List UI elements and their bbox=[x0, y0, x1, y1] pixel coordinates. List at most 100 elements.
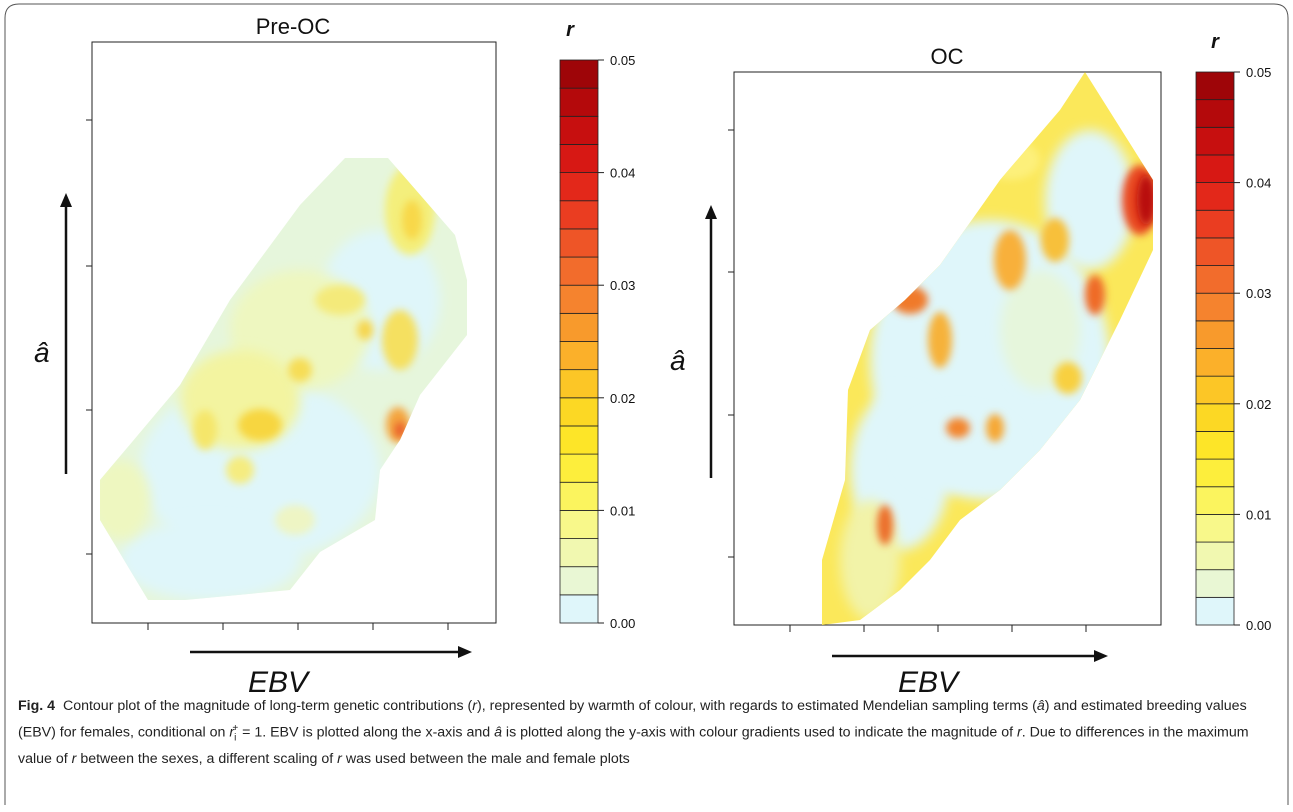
oc-colorbar-swatch bbox=[1195, 265, 1235, 294]
caption-text-2: ), represented by warmth of colour, with… bbox=[477, 698, 1037, 714]
oc-colorbar-swatch bbox=[1195, 569, 1235, 598]
oc-colorbar-swatch bbox=[1195, 431, 1235, 460]
pre-oc-colorbar-swatch bbox=[559, 425, 599, 455]
oc-colorbar bbox=[1195, 71, 1235, 626]
oc-colorbar-swatch bbox=[1195, 541, 1235, 571]
caption-label: Fig. 4 bbox=[18, 698, 56, 714]
oc-colorbar-swatch bbox=[1195, 99, 1235, 128]
pre-oc-colorbar-swatch bbox=[559, 144, 599, 173]
pre-oc-colorbar-label: r bbox=[566, 19, 575, 41]
figure-border bbox=[4, 3, 1289, 805]
caption-text-6: . Due to differences in the maximum valu… bbox=[18, 724, 1249, 767]
oc-colorbar-tick-label: 0.01 bbox=[1246, 507, 1271, 522]
pre-oc-colorbar-tick-label: 0.01 bbox=[610, 503, 635, 518]
pre-oc-colorbar-swatch bbox=[559, 538, 599, 568]
caption-a-hat-2: â bbox=[494, 724, 502, 741]
oc-colorbar-swatch bbox=[1195, 375, 1235, 405]
oc-y-axis-arrow bbox=[705, 205, 717, 478]
pre-oc-colorbar-swatch bbox=[559, 481, 599, 511]
oc-x-label: EBV bbox=[898, 666, 961, 699]
oc-contour-surface bbox=[822, 72, 1153, 625]
pre-oc-y-label: â bbox=[34, 337, 50, 368]
caption-text-7: between the sexes, a different scaling o… bbox=[76, 750, 338, 767]
oc-colorbar-swatch bbox=[1195, 320, 1235, 349]
pre-oc-colorbar-ticks: 0.00 0.01 0.02 0.03 0.04 0.05 bbox=[598, 53, 635, 631]
pre-oc-colorbar-swatch bbox=[559, 397, 599, 427]
oc-colorbar-tick-label: 0.04 bbox=[1246, 176, 1271, 191]
oc-colorbar-swatch bbox=[1195, 514, 1235, 543]
oc-colorbar-swatch bbox=[1195, 348, 1235, 377]
oc-y-ticks bbox=[728, 129, 734, 558]
oc-panel: OC bbox=[670, 31, 1271, 699]
pre-oc-colorbar-swatch bbox=[559, 453, 599, 483]
pre-oc-contour-surface bbox=[100, 158, 467, 600]
oc-colorbar-swatch bbox=[1195, 458, 1235, 488]
caption-text-5: is plotted along the y-axis with colour … bbox=[501, 724, 1017, 741]
oc-colorbar-tick-label: 0.02 bbox=[1246, 397, 1271, 412]
caption-r-4: r bbox=[337, 750, 342, 767]
caption-text-3: ) and estimated breeding values (EBV) fo… bbox=[18, 698, 1247, 741]
pre-oc-colorbar-swatch bbox=[559, 594, 599, 624]
oc-colorbar-swatch bbox=[1195, 182, 1235, 211]
oc-colorbar-label: r bbox=[1211, 31, 1220, 53]
pre-oc-plot-frame bbox=[91, 41, 497, 624]
pre-oc-colorbar-swatch bbox=[559, 341, 599, 371]
oc-plot-frame bbox=[733, 71, 1162, 626]
caption-text-1: Contour plot of the magnitude of long-te… bbox=[62, 698, 473, 714]
pre-oc-title: Pre-OC bbox=[256, 14, 331, 39]
pre-oc-y-ticks bbox=[86, 119, 92, 555]
oc-colorbar-swatch bbox=[1195, 71, 1235, 101]
pre-oc-colorbar-tick-label: 0.03 bbox=[610, 278, 635, 293]
pre-oc-x-label: EBV bbox=[248, 666, 311, 699]
caption-condition-sub: i bbox=[234, 732, 237, 744]
pre-oc-x-axis-arrow bbox=[190, 646, 472, 658]
oc-colorbar-swatch bbox=[1195, 596, 1235, 626]
pre-oc-panel: Pre-OC bbox=[34, 14, 635, 699]
oc-colorbar-swatch bbox=[1195, 126, 1235, 156]
caption-r-2: r bbox=[1016, 724, 1022, 741]
pre-oc-colorbar-swatch bbox=[559, 256, 599, 286]
caption-r-3: r bbox=[71, 750, 77, 767]
oc-colorbar-swatch bbox=[1195, 154, 1235, 183]
caption-a-hat-1: â bbox=[1036, 698, 1045, 714]
pre-oc-colorbar-swatch bbox=[559, 284, 599, 314]
oc-x-axis-arrow bbox=[832, 650, 1108, 662]
oc-colorbar-swatch bbox=[1195, 237, 1235, 266]
pre-oc-colorbar-swatch bbox=[559, 172, 599, 202]
pre-oc-colorbar-tick-label: 0.00 bbox=[610, 616, 635, 631]
figure-caption: Fig. 4 Contour plot of the magnitude of … bbox=[18, 696, 1268, 770]
oc-colorbar-swatch bbox=[1195, 209, 1235, 239]
pre-oc-colorbar-tick-label: 0.02 bbox=[610, 391, 635, 406]
pre-oc-colorbar-swatch bbox=[559, 115, 599, 145]
pre-oc-colorbar bbox=[559, 59, 599, 624]
oc-colorbar-ticks: 0.00 0.01 0.02 0.03 0.04 0.05 bbox=[1234, 65, 1271, 633]
oc-y-label: â bbox=[670, 345, 686, 376]
pre-oc-colorbar-swatch bbox=[559, 312, 599, 342]
caption-r-1: r bbox=[472, 698, 477, 714]
oc-colorbar-swatch bbox=[1195, 486, 1235, 515]
oc-x-ticks bbox=[789, 625, 1087, 632]
oc-title: OC bbox=[931, 44, 964, 69]
pre-oc-y-axis-arrow bbox=[60, 193, 72, 474]
oc-colorbar-tick-label: 0.05 bbox=[1246, 65, 1271, 80]
pre-oc-colorbar-swatch bbox=[559, 87, 599, 117]
pre-oc-colorbar-swatch bbox=[559, 509, 599, 539]
oc-colorbar-swatch bbox=[1195, 403, 1235, 432]
pre-oc-colorbar-swatch bbox=[559, 566, 599, 596]
pre-oc-colorbar-tick-label: 0.05 bbox=[610, 53, 635, 68]
pre-oc-x-ticks bbox=[147, 623, 449, 630]
pre-oc-colorbar-tick-label: 0.04 bbox=[610, 166, 635, 181]
pre-oc-colorbar-swatch bbox=[559, 59, 599, 89]
oc-colorbar-tick-label: 0.03 bbox=[1246, 286, 1271, 301]
pre-oc-colorbar-swatch bbox=[559, 200, 599, 230]
pre-oc-colorbar-swatch bbox=[559, 228, 599, 258]
caption-condition-sup: + bbox=[232, 722, 239, 734]
caption-text-4: = 1. EBV is plotted along the x-axis and bbox=[238, 724, 495, 741]
caption-text-8: was used between the male and female plo… bbox=[341, 750, 630, 767]
pre-oc-colorbar-swatch bbox=[559, 369, 599, 399]
caption-condition-r: r bbox=[229, 724, 235, 741]
oc-colorbar-tick-label: 0.00 bbox=[1246, 618, 1271, 633]
oc-colorbar-swatch bbox=[1195, 292, 1235, 322]
